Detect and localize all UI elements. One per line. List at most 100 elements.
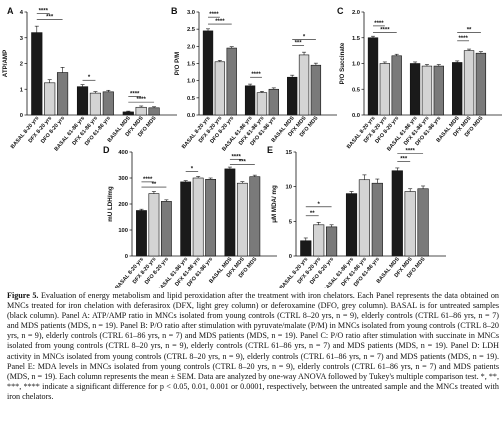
y-axis-label: P/O P/M bbox=[174, 52, 181, 75]
significance-label: ** bbox=[310, 211, 315, 217]
significance-label: *** bbox=[295, 41, 303, 47]
significance-label: **** bbox=[380, 28, 390, 34]
bar bbox=[192, 177, 204, 257]
panel-letter: E bbox=[267, 145, 273, 155]
figure-caption: Figure 5. Evaluation of energy metabolis… bbox=[7, 291, 499, 402]
panel-letter: D bbox=[103, 145, 110, 155]
significance-label: **** bbox=[143, 177, 153, 183]
y-tick-label: 1.5 bbox=[352, 36, 361, 42]
bar bbox=[391, 170, 403, 257]
significance-label: **** bbox=[215, 19, 225, 25]
bar bbox=[180, 181, 192, 257]
bar bbox=[76, 86, 89, 116]
y-axis-label: mU LDH/mg bbox=[107, 186, 114, 222]
bar bbox=[56, 72, 69, 116]
significance-label: * bbox=[88, 75, 91, 81]
significance-label: *** bbox=[239, 159, 247, 165]
panel-letter: A bbox=[7, 6, 14, 16]
bar bbox=[214, 61, 226, 116]
bar bbox=[136, 210, 147, 257]
y-tick-label: 100 bbox=[118, 228, 128, 234]
bar bbox=[287, 76, 298, 116]
y-tick-label: 0.0 bbox=[352, 113, 360, 119]
y-tick-label: 300 bbox=[118, 176, 128, 182]
y-tick-label: 4 bbox=[20, 10, 24, 16]
bar bbox=[224, 168, 236, 257]
y-tick-label: 1.5 bbox=[187, 62, 196, 68]
significance-label: **** bbox=[458, 36, 468, 42]
y-tick-label: 2.0 bbox=[352, 10, 360, 16]
bar bbox=[452, 62, 463, 116]
bar bbox=[417, 188, 429, 257]
bar bbox=[135, 106, 147, 116]
bar bbox=[256, 92, 268, 116]
significance-label: **** bbox=[406, 148, 416, 154]
significance-label: * bbox=[318, 202, 321, 208]
y-tick-label: 0.5 bbox=[187, 96, 196, 102]
y-axis-label: μM MDA/ mg bbox=[271, 185, 278, 223]
bar bbox=[367, 37, 379, 116]
y-axis-label: P/O Succinate bbox=[339, 42, 346, 84]
y-tick-label: 3 bbox=[20, 36, 24, 42]
y-tick-label: 0 bbox=[289, 254, 292, 260]
bar bbox=[300, 240, 312, 257]
bar bbox=[122, 111, 134, 116]
significance-label: *** bbox=[46, 15, 54, 21]
bar bbox=[433, 65, 444, 116]
y-tick-label: 0.5 bbox=[352, 87, 361, 93]
y-tick-label: 200 bbox=[118, 202, 128, 208]
bar bbox=[325, 226, 338, 257]
bar bbox=[236, 182, 248, 257]
y-tick-label: 1.0 bbox=[187, 79, 195, 85]
bar bbox=[268, 88, 279, 116]
bar bbox=[148, 193, 160, 257]
bar bbox=[379, 63, 391, 116]
significance-label: * bbox=[191, 167, 194, 173]
bar bbox=[371, 182, 383, 257]
y-axis-label: ATP/AMP bbox=[2, 50, 9, 77]
significance-label: **** bbox=[231, 154, 241, 160]
significance-label: ** bbox=[152, 182, 157, 188]
y-tick-label: 0.0 bbox=[187, 113, 195, 119]
bar bbox=[202, 30, 214, 116]
significance-label: **** bbox=[39, 8, 49, 14]
panel-letter: C bbox=[337, 6, 344, 16]
bar bbox=[345, 193, 358, 257]
bar bbox=[226, 47, 237, 116]
bar bbox=[409, 63, 421, 116]
bar bbox=[89, 92, 102, 116]
bar bbox=[475, 52, 487, 116]
y-tick-label: 1 bbox=[20, 87, 24, 93]
y-tick-label: 3.0 bbox=[187, 10, 195, 16]
bar bbox=[31, 32, 43, 116]
y-tick-label: 0 bbox=[20, 113, 23, 119]
bar bbox=[249, 176, 261, 257]
y-tick-label: 400 bbox=[118, 150, 128, 156]
significance-label: **** bbox=[130, 91, 140, 97]
y-tick-label: 2 bbox=[20, 62, 23, 68]
significance-label: **** bbox=[209, 12, 219, 18]
bar bbox=[463, 50, 475, 116]
bar bbox=[391, 55, 402, 116]
significance-label: **** bbox=[374, 21, 384, 27]
significance-label: *** bbox=[400, 157, 408, 163]
bar bbox=[310, 64, 322, 116]
significance-label: * bbox=[303, 34, 306, 40]
bar bbox=[148, 107, 160, 116]
significance-label: **** bbox=[137, 97, 147, 103]
panel-letter: B bbox=[171, 6, 178, 16]
significance-label: ** bbox=[467, 28, 472, 34]
y-tick-label: 2.0 bbox=[187, 44, 195, 50]
y-tick-label: 15 bbox=[286, 150, 293, 156]
bar bbox=[44, 82, 56, 116]
y-tick-label: 5 bbox=[289, 219, 293, 225]
bar bbox=[358, 179, 371, 257]
significance-label: **** bbox=[251, 72, 261, 78]
y-tick-label: 2.5 bbox=[187, 27, 196, 33]
